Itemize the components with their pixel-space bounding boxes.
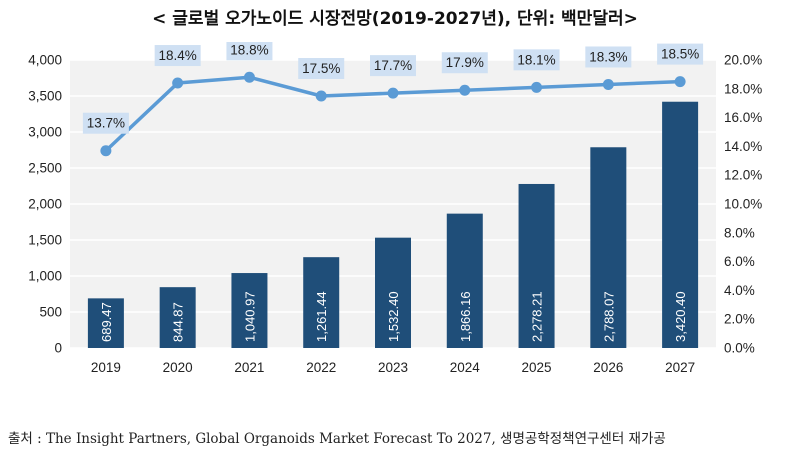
bar-value-label: 2,788.07 bbox=[601, 291, 616, 342]
combo-chart: 0 500 1,000 1,500 2,000 2,500 3,000 3,500 4,000 0… bbox=[28, 39, 762, 375]
x-tick-label: 2026 bbox=[593, 360, 623, 375]
y-left-tick-label: 3,000 bbox=[28, 125, 62, 140]
bar-value-label: 1,532.40 bbox=[386, 291, 401, 342]
line-point bbox=[459, 84, 471, 96]
line-label-box bbox=[513, 49, 560, 71]
line-label-box bbox=[657, 43, 704, 65]
line-value-label: 17.5% bbox=[302, 61, 340, 76]
bar-value-label: 1,261.44 bbox=[314, 291, 329, 342]
bar bbox=[662, 101, 699, 348]
y-right-tick-label: 0.0% bbox=[724, 341, 755, 356]
line-value-label: 18.1% bbox=[517, 52, 555, 67]
bar bbox=[231, 273, 268, 348]
bar-value-label: 689.47 bbox=[99, 302, 114, 342]
bar-value-label: 3,420.40 bbox=[673, 291, 688, 342]
line-point bbox=[100, 145, 112, 157]
y-right-tick-label: 10.0% bbox=[724, 197, 762, 212]
bar bbox=[87, 298, 124, 348]
y-right-tick-label: 2.0% bbox=[724, 312, 755, 327]
line-label-box bbox=[154, 45, 201, 67]
line-value-label: 17.9% bbox=[446, 55, 484, 70]
line-point bbox=[387, 87, 399, 99]
y-left-tick-label: 2,500 bbox=[28, 161, 62, 176]
line-point bbox=[315, 90, 327, 102]
line-label-box bbox=[441, 52, 488, 74]
line-point bbox=[172, 77, 184, 89]
bar bbox=[303, 257, 340, 348]
x-tick-label: 2025 bbox=[522, 360, 552, 375]
line-value-label: 18.3% bbox=[589, 49, 627, 64]
y-right-tick-label: 12.0% bbox=[724, 168, 762, 183]
bar bbox=[159, 287, 196, 348]
bar bbox=[375, 237, 411, 348]
x-tick-label: 2023 bbox=[378, 360, 408, 375]
source-note: 출처 : The Insight Partners, Global Organo… bbox=[8, 431, 666, 447]
x-tick-label: 2027 bbox=[665, 360, 695, 375]
bar bbox=[590, 147, 627, 348]
y-right-tick-label: 6.0% bbox=[724, 254, 755, 269]
line-value-label: 17.7% bbox=[374, 58, 412, 73]
y-right-tick-label: 18.0% bbox=[724, 81, 762, 96]
y-right-tick-label: 16.0% bbox=[724, 110, 762, 125]
chart-area: 0 500 1,000 1,500 2,000 2,500 3,000 3,500 4,000 0… bbox=[8, 39, 780, 382]
line-label-box bbox=[585, 46, 632, 68]
x-tick-label: 2020 bbox=[163, 360, 193, 375]
y-left-tick-label: 500 bbox=[39, 305, 62, 320]
y-left-tick-label: 1,500 bbox=[28, 233, 62, 248]
bar bbox=[446, 213, 483, 348]
line-point bbox=[674, 76, 686, 88]
y-left-tick-label: 1,000 bbox=[28, 269, 62, 284]
bar-value-label: 1,866.16 bbox=[458, 291, 473, 342]
line-label-box bbox=[370, 55, 416, 77]
bar bbox=[518, 183, 555, 348]
line-label-box bbox=[226, 39, 273, 61]
line-label-box bbox=[82, 112, 129, 134]
line-value-label: 18.8% bbox=[230, 42, 268, 57]
line-value-label: 18.4% bbox=[159, 48, 197, 63]
bar-value-label: 2,278.21 bbox=[530, 291, 545, 342]
chart-title: < 글로벌 오가노이드 시장전망(2019-2027년), 단위: 백만달러> bbox=[152, 9, 638, 29]
x-tick-label: 2022 bbox=[306, 360, 336, 375]
y-left-tick-label: 0 bbox=[54, 341, 62, 356]
bar-value-label: 1,040.97 bbox=[242, 291, 257, 342]
bar-value-label: 844.87 bbox=[171, 302, 186, 342]
x-tick-label: 2021 bbox=[234, 360, 264, 375]
line-point bbox=[531, 81, 543, 93]
y-right-tick-label: 20.0% bbox=[724, 53, 762, 68]
line-value-label: 18.5% bbox=[661, 47, 699, 62]
line-value-label: 13.7% bbox=[87, 116, 125, 131]
y-right-tick-label: 8.0% bbox=[724, 225, 755, 240]
y-right-tick-label: 14.0% bbox=[724, 139, 762, 154]
y-right-tick-label: 4.0% bbox=[724, 283, 755, 298]
line-label-box bbox=[298, 58, 345, 79]
line-point bbox=[243, 71, 255, 83]
y-left-tick-label: 3,500 bbox=[28, 89, 62, 104]
x-tick-label: 2019 bbox=[91, 360, 121, 375]
y-left-tick-label: 2,000 bbox=[28, 197, 62, 212]
y-left-tick-label: 4,000 bbox=[28, 53, 62, 68]
line-point bbox=[602, 78, 614, 90]
x-tick-label: 2024 bbox=[450, 360, 481, 375]
